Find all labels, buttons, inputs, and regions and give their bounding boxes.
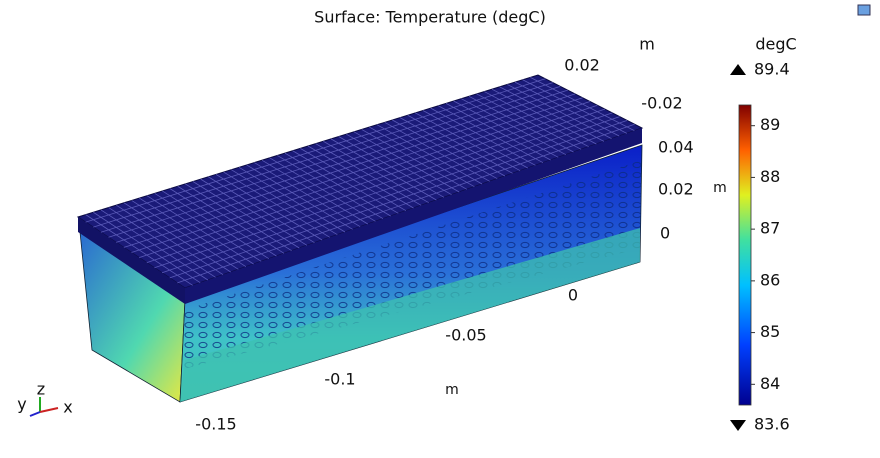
grid-line [161, 116, 620, 274]
grid-line [146, 108, 605, 264]
top-edge [185, 128, 642, 304]
grid-line [93, 82, 553, 228]
top-front-edge [78, 217, 185, 304]
colorbar-max: 89.4 [754, 60, 790, 79]
grid-line [139, 104, 598, 258]
grid-line [100, 85, 561, 233]
grid-line [154, 112, 613, 269]
window-icon[interactable] [857, 4, 871, 16]
max-marker [730, 64, 746, 75]
axis-tick: 0.02 [564, 56, 600, 75]
grid-line [116, 93, 576, 243]
plot-title: Surface: Temperature (degC) [314, 8, 546, 27]
colorbar-unit: degC [755, 35, 796, 54]
min-marker [730, 420, 746, 431]
grid-line [85, 78, 546, 223]
triad-label: z [37, 380, 45, 399]
axis-tick: -0.05 [445, 326, 486, 345]
axis-tick: -0.1 [324, 370, 355, 389]
tick-label: 89 [760, 115, 780, 134]
axis-tick: 0 [568, 286, 578, 305]
grid-line [169, 120, 628, 279]
base [180, 228, 640, 402]
colorbar-min: 83.6 [754, 415, 790, 434]
colorbar [738, 104, 752, 406]
triad-label: y [17, 395, 26, 414]
axis-unit: m [713, 180, 727, 196]
tick-label: 87 [760, 219, 780, 238]
axis-tick: 0.02 [658, 180, 694, 199]
axis-tick: -0.15 [195, 415, 236, 434]
model [76, 74, 644, 403]
tick-label: 86 [760, 270, 780, 289]
tick-label: 84 [760, 374, 780, 393]
axis-tick: 0 [660, 224, 670, 243]
grid-line [131, 101, 591, 253]
grid-line [108, 89, 568, 238]
axis-tick: -0.02 [641, 94, 682, 113]
top-grid [85, 77, 635, 286]
tick-label: 88 [760, 167, 780, 186]
axis-triad: y z x [17, 380, 73, 417]
axis-unit: m [445, 382, 459, 398]
perforation [180, 160, 642, 370]
grid-line [177, 123, 635, 284]
grid-line [123, 97, 583, 248]
triad-label: x [63, 398, 72, 417]
tick-label: 85 [760, 322, 780, 341]
axis-unit: m [639, 35, 655, 54]
axis-tick: 0.04 [658, 138, 694, 157]
